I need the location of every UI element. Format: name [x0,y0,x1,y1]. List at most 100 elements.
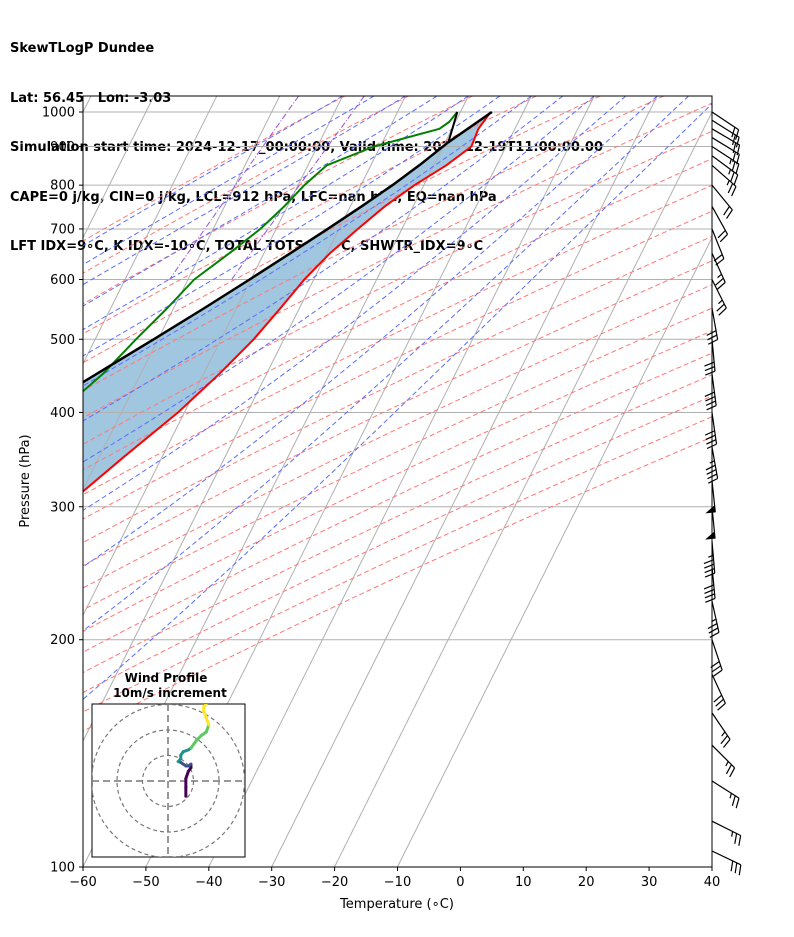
moist-adiabat-line [83,96,375,266]
x-tick-label: 0 [456,875,464,890]
wind-barb-full [733,174,739,185]
dry-adiabat-line [83,158,712,471]
wind-barb-shaft [711,253,726,283]
wind-barb [711,712,731,748]
wind-barb-full [708,338,718,345]
dry-adiabat-line [83,210,712,520]
wind-barb [711,206,729,243]
wind-barb [704,412,718,450]
wind-barb-full [731,161,736,172]
wind-barb-full [713,694,723,703]
y-tick-label: 400 [50,406,75,421]
moist-adiabat-line [83,96,469,331]
wind-barb [705,506,716,540]
positive-area-shade [83,112,492,492]
moist-adiabat-line [83,103,712,700]
moist-adiabat-line [83,96,532,387]
y-axis-label: Pressure (hPa) [18,434,33,527]
wind-barb-shaft [711,155,739,176]
wind-barb-full [713,669,723,677]
wind-barb-full [706,405,717,411]
wind-barb [711,279,727,316]
isotherm-line [208,96,595,867]
wind-barb-full [705,396,716,402]
wind-barb [707,600,720,638]
isotherm-line [83,96,155,239]
wind-barb [705,480,716,514]
hodograph-segment [202,704,208,709]
wind-barb [711,253,726,290]
wind-barb-full [717,229,726,239]
wind-barb-full [718,307,727,316]
wind-barb-full [716,281,726,290]
wind-barb-half [718,299,723,305]
wind-barb-full [717,702,726,711]
wind-barb-full [731,134,736,146]
wind-barb-half [725,761,729,767]
wind-barb-shaft [711,119,740,138]
wind-barb-shaft [711,412,718,445]
wind-barb [711,137,740,165]
moist-adiabat-line [83,96,406,286]
wind-barb [711,184,733,219]
wind-barb [711,111,740,140]
dry-adiabat-line [83,96,665,392]
dry-adiabat-line [83,96,409,274]
inset-title-line2: 10m/s increment [113,686,227,700]
wind-barb-full [738,864,742,876]
wind-barb-full [715,277,724,286]
moist-adiabat-line [83,96,564,422]
wind-barb-full [719,233,728,243]
wind-barb-full [731,795,736,806]
x-tick-label: 40 [704,875,721,890]
wind-barb-full [735,163,740,175]
dry-adiabat-line [83,260,712,567]
wind-barb-full [731,186,737,197]
mixing-ratio-line [231,96,365,280]
surface-dewpoint-marker-line [447,111,459,143]
x-tick-label: 10 [515,875,532,890]
moist-adiabat-line [83,96,343,247]
wind-barb-full [704,366,715,372]
wind-barb-full [726,209,733,219]
wind-barb-full [706,469,717,475]
x-tick-label: −40 [195,875,222,890]
wind-barb-shaft [711,228,725,259]
x-tick-label: −50 [132,875,159,890]
wind-barb-full [723,206,730,216]
wind-barb-full [716,303,725,312]
wind-barb-full [706,439,717,445]
wind-barb-full [705,464,716,471]
wind-barb-full [708,627,719,634]
x-tick-label: 30 [641,875,658,890]
wind-barb-full [705,400,716,406]
isotherm-line [334,110,712,867]
wind-barb-full [730,171,735,183]
isotherm-line [83,96,344,617]
isotherm-line [83,96,406,743]
wind-barb-full [729,767,736,778]
wind-barb [711,155,739,185]
dry-adiabat-line [83,96,346,242]
dry-adiabat-line [83,96,601,364]
wind-barb [711,820,742,846]
wind-barb [704,339,716,376]
y-tick-label: 100 [50,861,75,876]
x-axis-label: Temperature (∘C) [339,897,454,912]
wind-barb-shaft [711,850,742,866]
dry-adiabat-line [83,436,712,732]
wind-barb-full [722,738,731,748]
wind-barb-shaft [711,206,729,235]
y-tick-label: 700 [50,222,75,237]
x-tick-label: 20 [578,875,595,890]
moist-adiabat-line [83,96,595,463]
wind-barb-full [704,430,715,436]
y-tick-label: 1000 [42,105,75,120]
wind-barb-shaft [711,780,740,799]
chart-title: SkewTLogP Dundee [10,41,155,56]
wind-barb-full [715,698,724,707]
hodograph-body [92,704,245,857]
dry-adiabat-line [83,130,712,445]
y-tick-label: 600 [50,273,75,288]
wind-barb-half [721,731,726,737]
